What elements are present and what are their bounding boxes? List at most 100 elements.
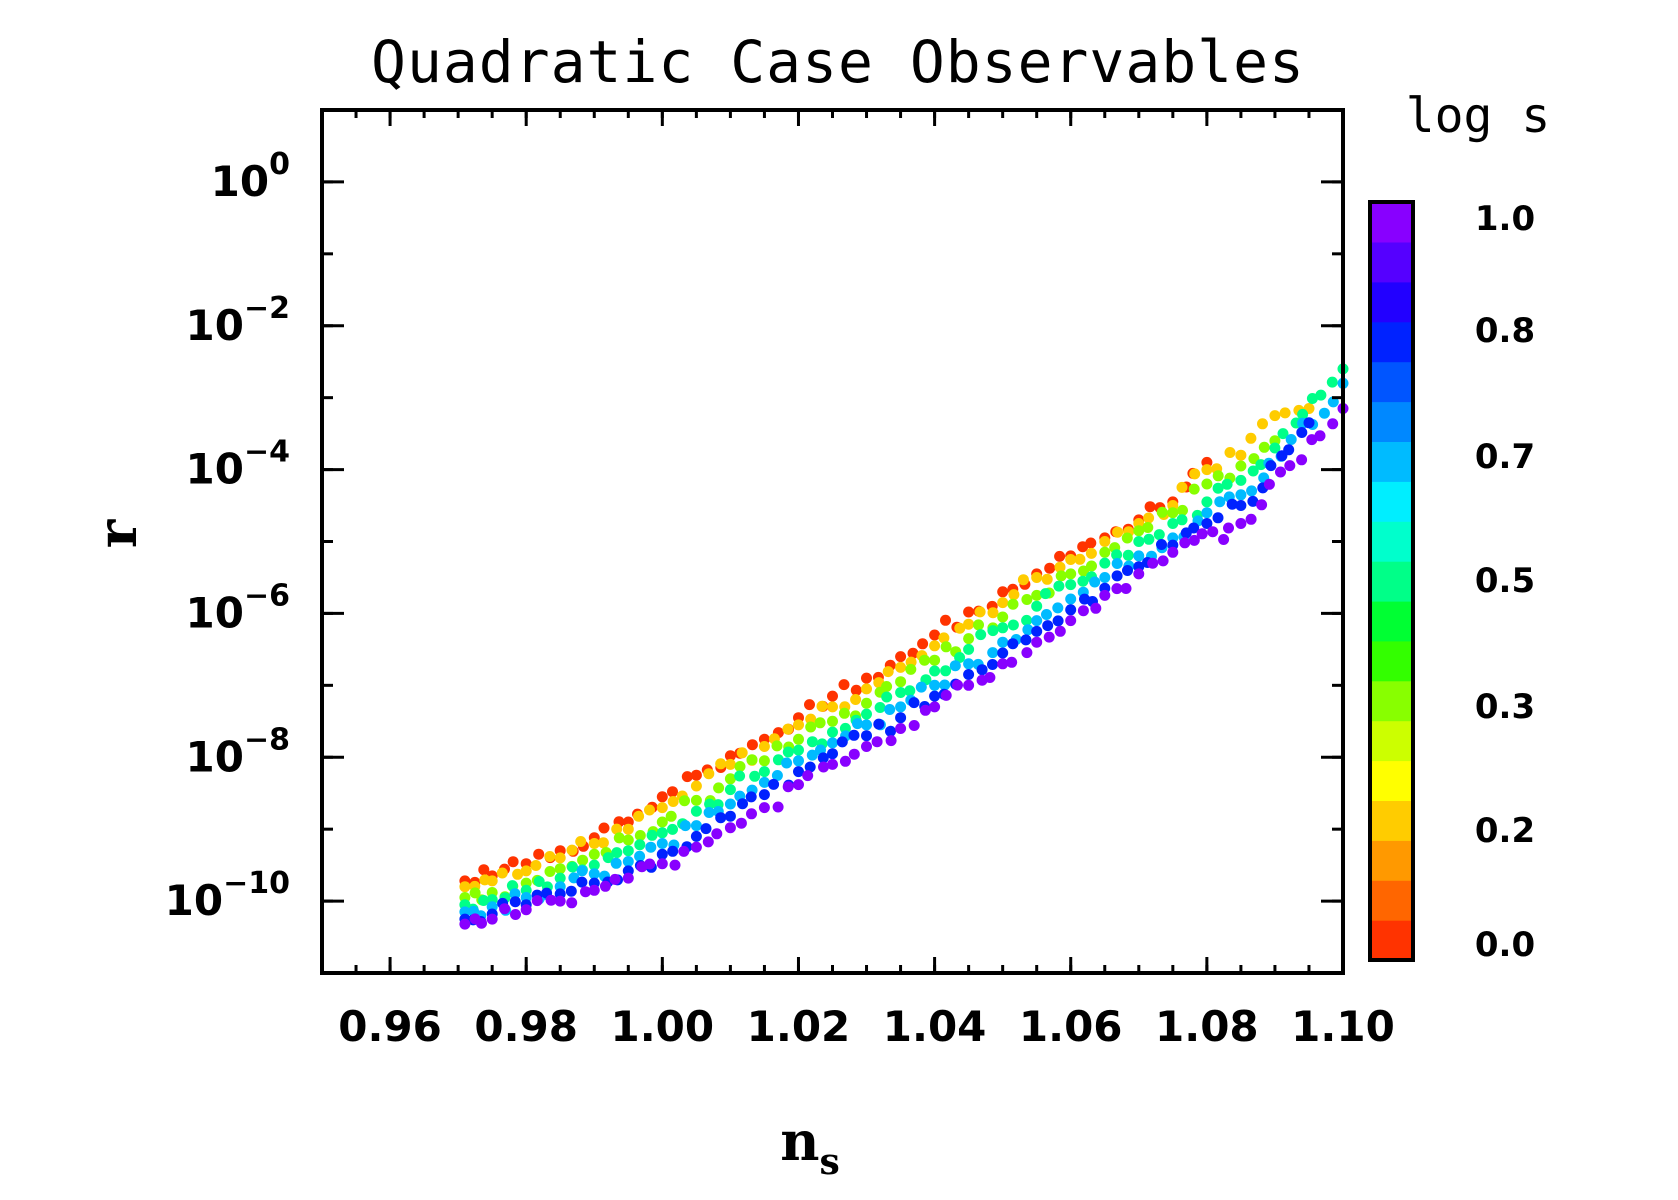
data-point (997, 658, 1009, 670)
data-point (904, 685, 916, 697)
data-point (1008, 589, 1020, 601)
data-point (771, 770, 783, 781)
data-point (1065, 568, 1077, 580)
data-point (987, 647, 999, 659)
data-point (1122, 549, 1134, 561)
data-point (476, 917, 487, 929)
data-point (486, 913, 498, 925)
data-point (861, 672, 872, 684)
data-point (554, 895, 566, 907)
colorbar-label: 0.7 (1475, 437, 1535, 477)
data-point (1256, 499, 1268, 511)
x-axis-label-subscript: s (819, 1141, 839, 1183)
data-point (793, 744, 804, 756)
data-point (609, 873, 621, 885)
data-point (1224, 447, 1236, 458)
colorbar-label: 0.5 (1475, 561, 1535, 601)
data-point (667, 796, 679, 807)
data-point (644, 804, 655, 816)
colorbar-label: 0.3 (1475, 687, 1535, 727)
colorbar-segment (1370, 720, 1413, 762)
colorbar-segment (1370, 361, 1413, 403)
data-point (1020, 634, 1032, 646)
data-point (1327, 418, 1339, 430)
data-point (1201, 496, 1213, 508)
data-point (1044, 562, 1056, 574)
data-point (1207, 526, 1219, 538)
data-point (734, 761, 746, 772)
data-point (679, 795, 690, 807)
data-point (1303, 417, 1315, 429)
colorbar-segment (1370, 202, 1413, 243)
data-point (645, 841, 657, 853)
data-point (908, 720, 920, 731)
data-point (1246, 485, 1258, 497)
data-point (882, 666, 894, 678)
data-point (745, 791, 757, 803)
data-point (700, 823, 712, 835)
x-axis-label: ns (780, 1109, 840, 1183)
x-tick-label: 0.98 (474, 1002, 578, 1051)
data-point (929, 654, 941, 666)
data-point (1265, 460, 1277, 472)
data-point (997, 586, 1009, 598)
data-point (1235, 500, 1247, 511)
data-point (459, 918, 471, 930)
data-point (734, 770, 746, 782)
data-point (1212, 482, 1224, 494)
data-point (1065, 579, 1077, 591)
data-point (850, 684, 862, 696)
data-point (646, 829, 658, 841)
data-point (566, 844, 578, 856)
data-point (997, 636, 1009, 648)
data-point (929, 665, 941, 677)
data-point (1263, 478, 1275, 490)
data-point (1121, 532, 1133, 544)
data-point (861, 719, 872, 731)
colorbar-segment (1370, 600, 1413, 642)
series-1 (459, 403, 1315, 893)
data-point (793, 766, 804, 778)
colorbar-segment (1370, 401, 1413, 442)
data-point (567, 861, 578, 873)
series-6 (459, 403, 1349, 930)
y-tick-labels: 100 10−2 10−4 10−6 10−8 10−10 (165, 147, 290, 925)
data-point (793, 779, 804, 791)
data-point (656, 858, 668, 870)
data-point (827, 690, 838, 702)
colorbar (1368, 200, 1415, 962)
data-point (496, 867, 508, 879)
data-point (690, 780, 702, 792)
data-point (656, 848, 668, 860)
data-point (715, 758, 727, 770)
data-point (1153, 529, 1165, 541)
x-tick-label: 1.02 (747, 1002, 851, 1051)
data-point (827, 758, 838, 770)
data-point (1196, 528, 1208, 540)
data-point (1111, 583, 1123, 595)
data-point (1077, 575, 1089, 587)
data-point (510, 909, 521, 920)
data-point (861, 741, 872, 752)
colorbar-segment (1370, 760, 1413, 801)
data-point (1065, 604, 1077, 616)
data-point (610, 857, 622, 869)
data-point (771, 740, 783, 752)
data-point (1179, 537, 1191, 549)
data-point (806, 736, 818, 748)
data-point (1156, 506, 1168, 518)
data-point (703, 807, 715, 818)
data-point (724, 750, 736, 762)
data-point (576, 876, 588, 888)
data-point (554, 863, 566, 875)
data-point (963, 606, 975, 618)
data-point (1099, 589, 1111, 601)
data-point (1258, 441, 1270, 453)
x-tick-label: 1.06 (1019, 1002, 1123, 1051)
data-point (827, 715, 838, 727)
data-point (746, 754, 758, 766)
colorbar-segment (1370, 640, 1413, 682)
data-point (938, 632, 950, 644)
data-point (1147, 557, 1159, 569)
data-point (987, 659, 998, 670)
